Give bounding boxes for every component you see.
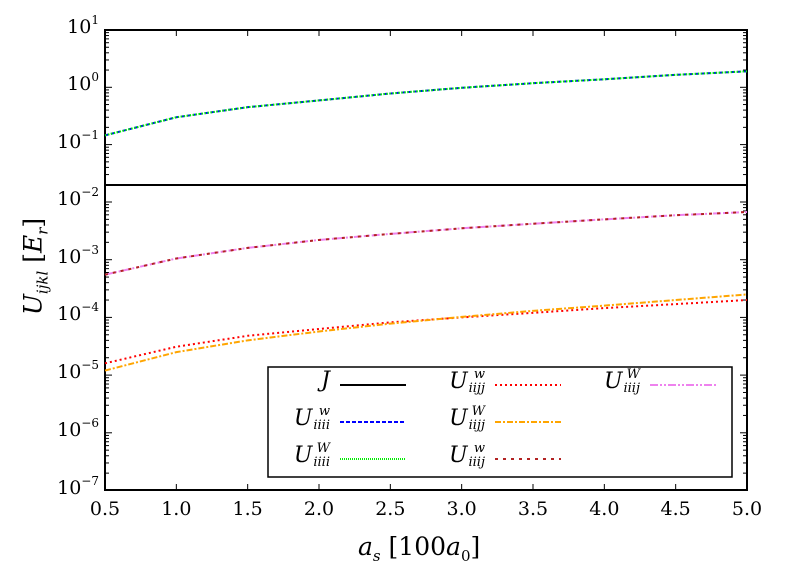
x-tick-label: 4.5 <box>660 498 691 520</box>
series-line-U-iiii-w <box>104 70 748 137</box>
x-tick-label: 0.5 <box>89 498 121 520</box>
x-tick-label: 2.0 <box>303 498 335 520</box>
top-y-tick-label: 100 <box>67 70 99 96</box>
bottom-y-tick-label: 10−5 <box>57 358 99 384</box>
bottom-y-tick-label: 10−4 <box>57 300 99 326</box>
bottom-panel-frame <box>104 184 748 491</box>
top-y-tick-label: 101 <box>67 13 99 38</box>
x-tick-label: 2.5 <box>375 498 406 520</box>
bottom-y-tick-label: 10−3 <box>57 242 99 268</box>
series-line-U-iiij-w <box>104 211 748 276</box>
x-tick-label: 4.0 <box>589 498 620 520</box>
series-line-U-iiii-W <box>104 70 748 137</box>
series-line-U-iijj-W <box>104 293 748 372</box>
series-line-U-iijj-w <box>104 299 748 365</box>
bottom-y-tick-label: 10−7 <box>57 473 99 499</box>
top-y-tick-label: 10−1 <box>57 127 99 153</box>
y-axis-label: Uijkl [Er] <box>18 217 52 316</box>
legend-label: J <box>321 368 330 393</box>
x-tick-label: 5.0 <box>731 498 763 520</box>
bottom-y-tick-label: 10−2 <box>57 185 99 210</box>
bottom-y-tick-label: 10−6 <box>57 415 99 441</box>
x-tick-label: 3.0 <box>446 498 477 520</box>
x-tick-label: 1.5 <box>232 498 263 520</box>
x-axis-label: as [100a0] <box>358 532 481 565</box>
top-panel-frame <box>104 29 748 186</box>
x-tick-label: 3.5 <box>517 498 549 520</box>
series-line-U-iiij-W <box>104 211 748 276</box>
x-tick-label: 1.0 <box>161 498 192 520</box>
